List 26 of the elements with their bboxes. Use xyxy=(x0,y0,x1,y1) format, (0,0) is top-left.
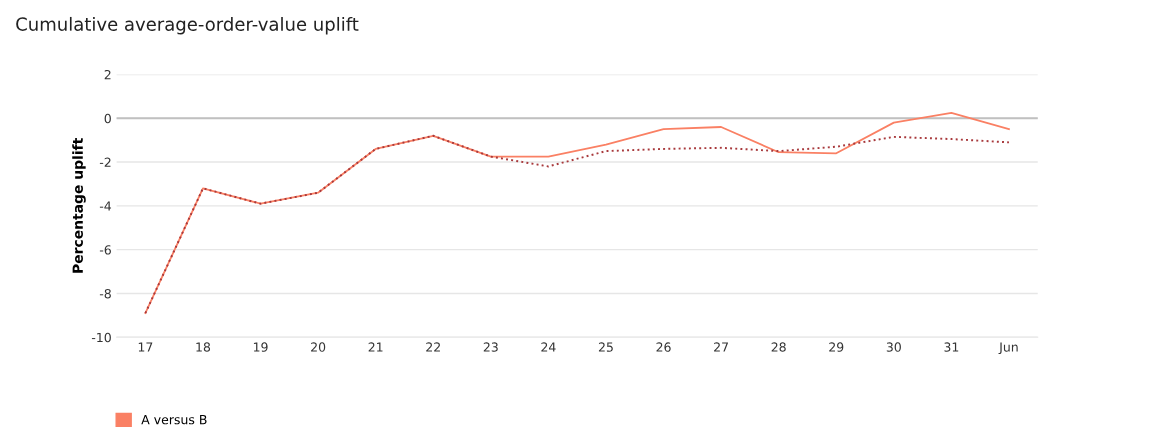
y-tick-label: 0 xyxy=(104,113,111,124)
y-tick-label: 2 xyxy=(104,69,111,80)
x-tick-label: 30 xyxy=(886,342,901,352)
y-tick-label: -6 xyxy=(99,245,111,255)
x-tick-label: 23 xyxy=(483,342,498,352)
x-tick-label: 29 xyxy=(829,342,844,352)
y-tick-label: -8 xyxy=(99,288,111,299)
x-tick-label: 28 xyxy=(771,342,786,352)
y-tick-label: -10 xyxy=(91,332,111,343)
x-tick-label: 21 xyxy=(368,342,383,352)
x-tick-label: 24 xyxy=(541,342,556,352)
y-tick-label: -4 xyxy=(99,201,112,211)
legend-label: A versus B xyxy=(141,415,207,425)
chart-title: Cumulative average-order-value uplift xyxy=(16,16,359,35)
y-axis-title: Percentage uplift xyxy=(72,138,86,273)
x-tick-label: 17 xyxy=(138,342,153,352)
x-tick-label: 25 xyxy=(598,342,613,352)
y-tick-label: -2 xyxy=(99,157,111,167)
x-tick-label: 19 xyxy=(253,342,268,352)
x-tick-label: Jun xyxy=(998,342,1018,355)
x-tick-label: 22 xyxy=(426,342,440,352)
x-tick-label: 31 xyxy=(944,342,959,352)
x-tick-label: 18 xyxy=(196,342,211,352)
x-tick-label: 27 xyxy=(714,342,728,352)
x-tick-label: 20 xyxy=(311,342,326,352)
x-tick-label: 26 xyxy=(656,342,671,352)
